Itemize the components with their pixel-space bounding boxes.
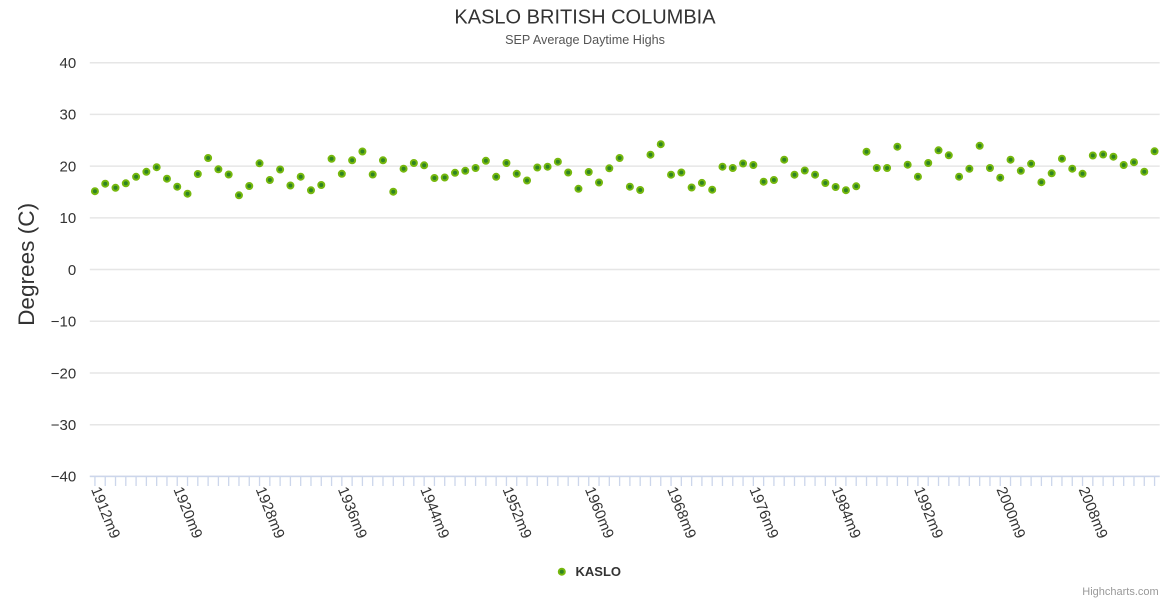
svg-text:−20: −20 — [51, 365, 76, 382]
svg-text:−30: −30 — [51, 417, 76, 434]
svg-text:SEP Average Daytime Highs: SEP Average Daytime Highs — [505, 33, 665, 47]
svg-text:−10: −10 — [51, 314, 76, 331]
svg-text:10: 10 — [60, 210, 77, 227]
svg-text:−40: −40 — [51, 469, 76, 486]
svg-text:40: 40 — [60, 55, 77, 72]
svg-text:Highcharts.com: Highcharts.com — [1082, 586, 1158, 598]
svg-text:20: 20 — [60, 158, 77, 175]
svg-text:0: 0 — [68, 262, 76, 279]
svg-text:KASLO: KASLO — [576, 564, 622, 579]
svg-text:KASLO BRITISH COLUMBIA: KASLO BRITISH COLUMBIA — [454, 7, 716, 29]
svg-text:Degrees (C): Degrees (C) — [14, 203, 39, 326]
svg-text:30: 30 — [60, 107, 77, 124]
